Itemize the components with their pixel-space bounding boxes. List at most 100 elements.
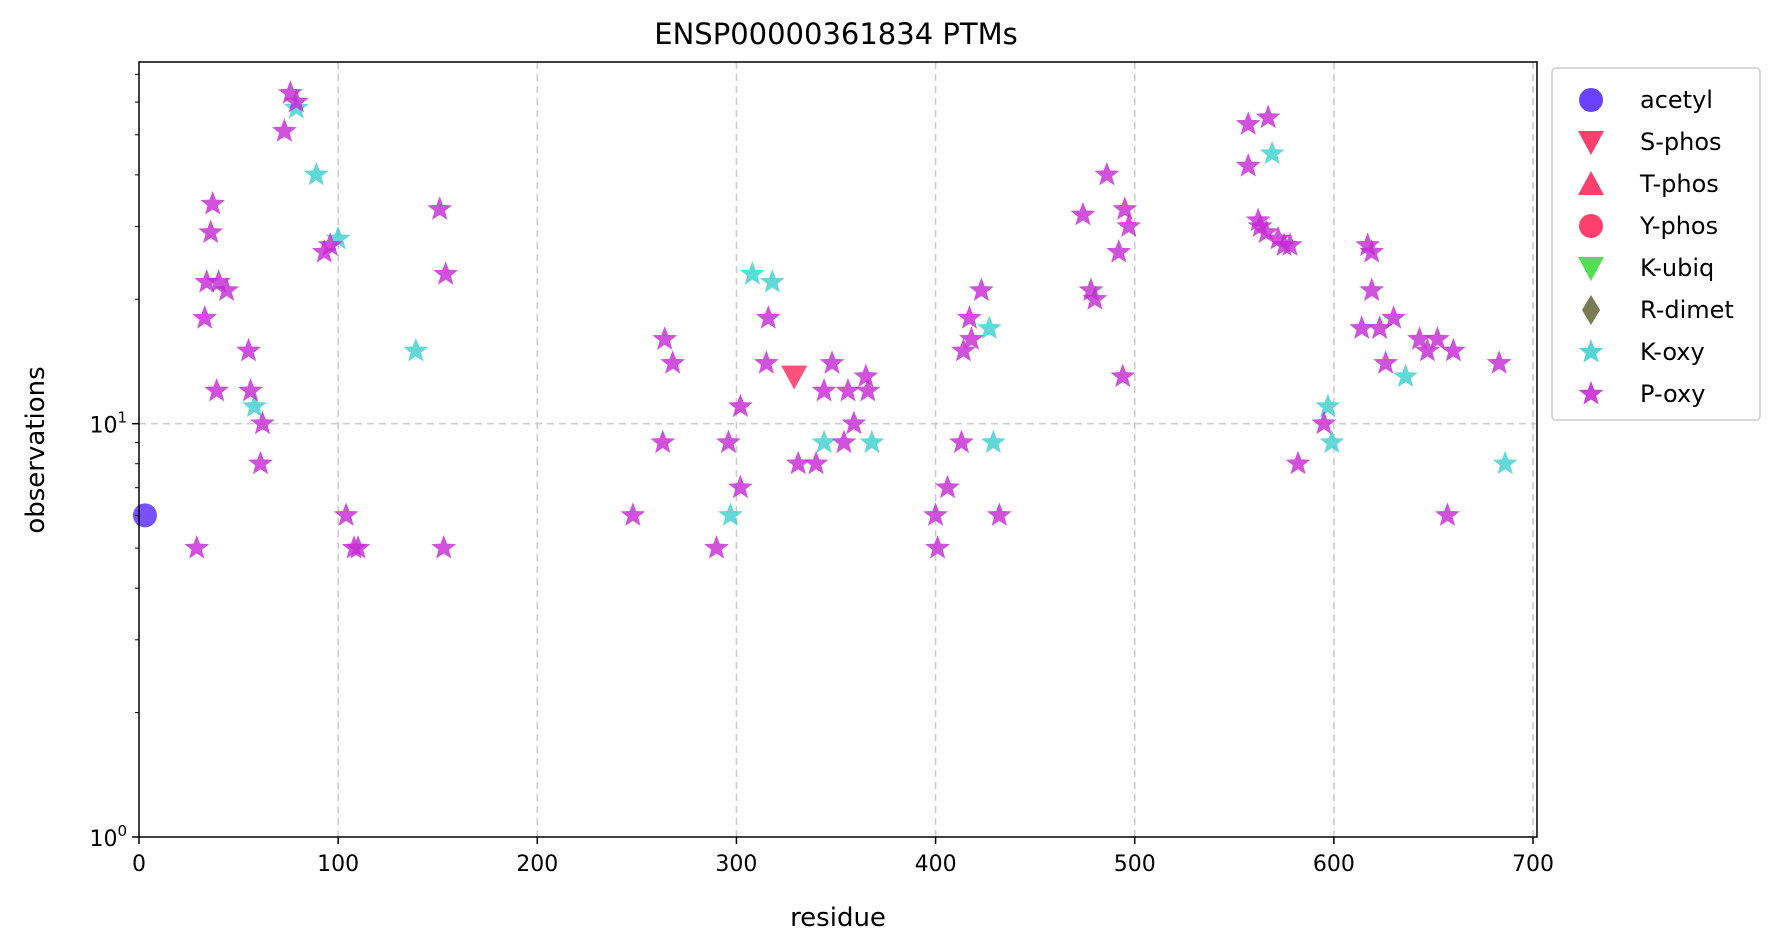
p-oxy-point bbox=[1359, 239, 1385, 263]
k-oxy-point bbox=[718, 502, 743, 526]
p-oxy-point bbox=[620, 502, 646, 526]
k-oxy-point bbox=[403, 337, 429, 362]
p-oxy-point bbox=[194, 269, 220, 293]
p-oxy-point bbox=[1285, 450, 1311, 475]
p-oxy-point bbox=[949, 429, 974, 454]
p-oxy-point bbox=[345, 535, 371, 559]
p-oxy-point bbox=[755, 305, 781, 329]
x-tick-label: 500 bbox=[1114, 852, 1156, 877]
p-oxy-point bbox=[1486, 350, 1512, 374]
p-oxy-point bbox=[250, 410, 275, 435]
p-oxy-point bbox=[855, 377, 881, 402]
k-oxy-point bbox=[811, 429, 837, 454]
p-oxy-point bbox=[1435, 502, 1460, 526]
plot-frame bbox=[138, 61, 1538, 838]
p-oxy-point bbox=[951, 337, 976, 362]
p-oxy-point bbox=[1367, 315, 1393, 339]
p-oxy-point bbox=[198, 219, 224, 244]
x-axis-ticks: 0 100 200 300 400 500 600 700 bbox=[132, 837, 1554, 877]
k-oxy-legend-label: K-oxy bbox=[1640, 338, 1705, 366]
p-oxy-point bbox=[1425, 326, 1450, 350]
p-oxy-point bbox=[427, 196, 453, 220]
legend-frame bbox=[1551, 67, 1761, 421]
p-oxy-point bbox=[184, 535, 210, 559]
t-phos-legend-marker bbox=[1578, 171, 1604, 195]
p-oxy-point bbox=[1082, 286, 1108, 310]
r-dimet-legend-marker bbox=[1582, 295, 1600, 325]
p-oxy-point bbox=[1078, 277, 1104, 302]
k-oxy-point bbox=[980, 429, 1006, 454]
p-oxy-point bbox=[1415, 337, 1440, 362]
p-oxy-point bbox=[1311, 410, 1337, 435]
p-oxy-point bbox=[811, 377, 837, 402]
p-oxy-point bbox=[831, 429, 857, 454]
legend: acetyl S-phos T-phos Y-phos K-ubiq R-dimet K-o… bbox=[1551, 67, 1761, 421]
x-tick-label: 0 bbox=[132, 852, 146, 877]
s-phos-legend-marker bbox=[1578, 131, 1604, 155]
p-oxy-point bbox=[200, 191, 226, 215]
k-oxy-point bbox=[1315, 393, 1341, 418]
p-oxy-point bbox=[1277, 232, 1303, 256]
p-oxy-point bbox=[1070, 201, 1096, 226]
p-oxy-point bbox=[923, 502, 948, 526]
p-oxy-point bbox=[277, 80, 303, 104]
k-oxy-point bbox=[1393, 363, 1418, 388]
p-oxy-point bbox=[1255, 104, 1281, 129]
y-tick-label: 100 bbox=[89, 822, 127, 852]
k-oxy-point bbox=[242, 393, 267, 418]
p-oxy-point bbox=[317, 232, 343, 256]
grid-lines bbox=[139, 62, 1537, 837]
p-oxy-point bbox=[1116, 213, 1142, 237]
x-tick-label: 400 bbox=[915, 852, 957, 877]
p-oxy-point bbox=[204, 377, 230, 402]
x-tick-label: 600 bbox=[1313, 852, 1355, 877]
k-oxy-point bbox=[325, 225, 351, 250]
p-oxy-point bbox=[1355, 232, 1381, 256]
p-oxy-point bbox=[935, 474, 960, 499]
k-ubiq-legend-marker bbox=[1578, 257, 1604, 281]
p-oxy-point bbox=[925, 535, 950, 559]
p-oxy-point bbox=[1381, 305, 1406, 329]
p-oxy-point bbox=[660, 350, 686, 374]
p-oxy-point bbox=[433, 261, 459, 285]
p-oxy-point bbox=[819, 350, 845, 374]
y-axis-ticks: 100 101 bbox=[89, 73, 139, 852]
p-oxy-point bbox=[650, 429, 676, 454]
p-oxy-point bbox=[1112, 196, 1138, 220]
y-phos-legend-marker bbox=[1579, 214, 1603, 238]
y-axis-label: observations bbox=[21, 366, 51, 533]
p-oxy-point bbox=[835, 377, 861, 402]
x-tick-label: 300 bbox=[715, 852, 757, 877]
p-oxy-point bbox=[214, 277, 239, 302]
s-phos-legend-label: S-phos bbox=[1640, 128, 1722, 156]
k-oxy-point bbox=[759, 269, 785, 293]
p-oxy-point bbox=[1094, 161, 1120, 186]
x-tick-label: 100 bbox=[317, 852, 359, 877]
k-oxy-point bbox=[1492, 450, 1518, 475]
p-oxy-point bbox=[236, 337, 261, 362]
p-oxy-point bbox=[248, 450, 273, 475]
p-oxy-point bbox=[957, 305, 982, 329]
p-oxy-point bbox=[959, 326, 984, 350]
k-oxy-point bbox=[859, 429, 885, 454]
p-oxy-point bbox=[333, 502, 359, 526]
r-dimet-legend-label: R-dimet bbox=[1640, 296, 1734, 324]
p-oxy-point bbox=[431, 535, 457, 559]
p-oxy-point bbox=[716, 429, 741, 454]
p-oxy-point bbox=[238, 377, 263, 402]
p-oxy-point bbox=[206, 269, 232, 293]
p-oxy-point bbox=[652, 326, 678, 350]
p-oxy-legend-marker bbox=[1578, 381, 1604, 405]
p-oxy-point bbox=[1349, 315, 1375, 339]
k-ubiq-legend-label: K-ubiq bbox=[1640, 254, 1714, 282]
p-oxy-point bbox=[1253, 219, 1279, 244]
p-oxy-point bbox=[272, 118, 297, 142]
p-oxy-point bbox=[986, 502, 1012, 526]
p-oxy-point bbox=[1110, 363, 1136, 388]
p-oxy-point bbox=[1441, 337, 1466, 362]
data-points bbox=[132, 80, 1518, 559]
p-oxy-point bbox=[803, 450, 829, 475]
y-tick-label: 101 bbox=[89, 409, 127, 439]
